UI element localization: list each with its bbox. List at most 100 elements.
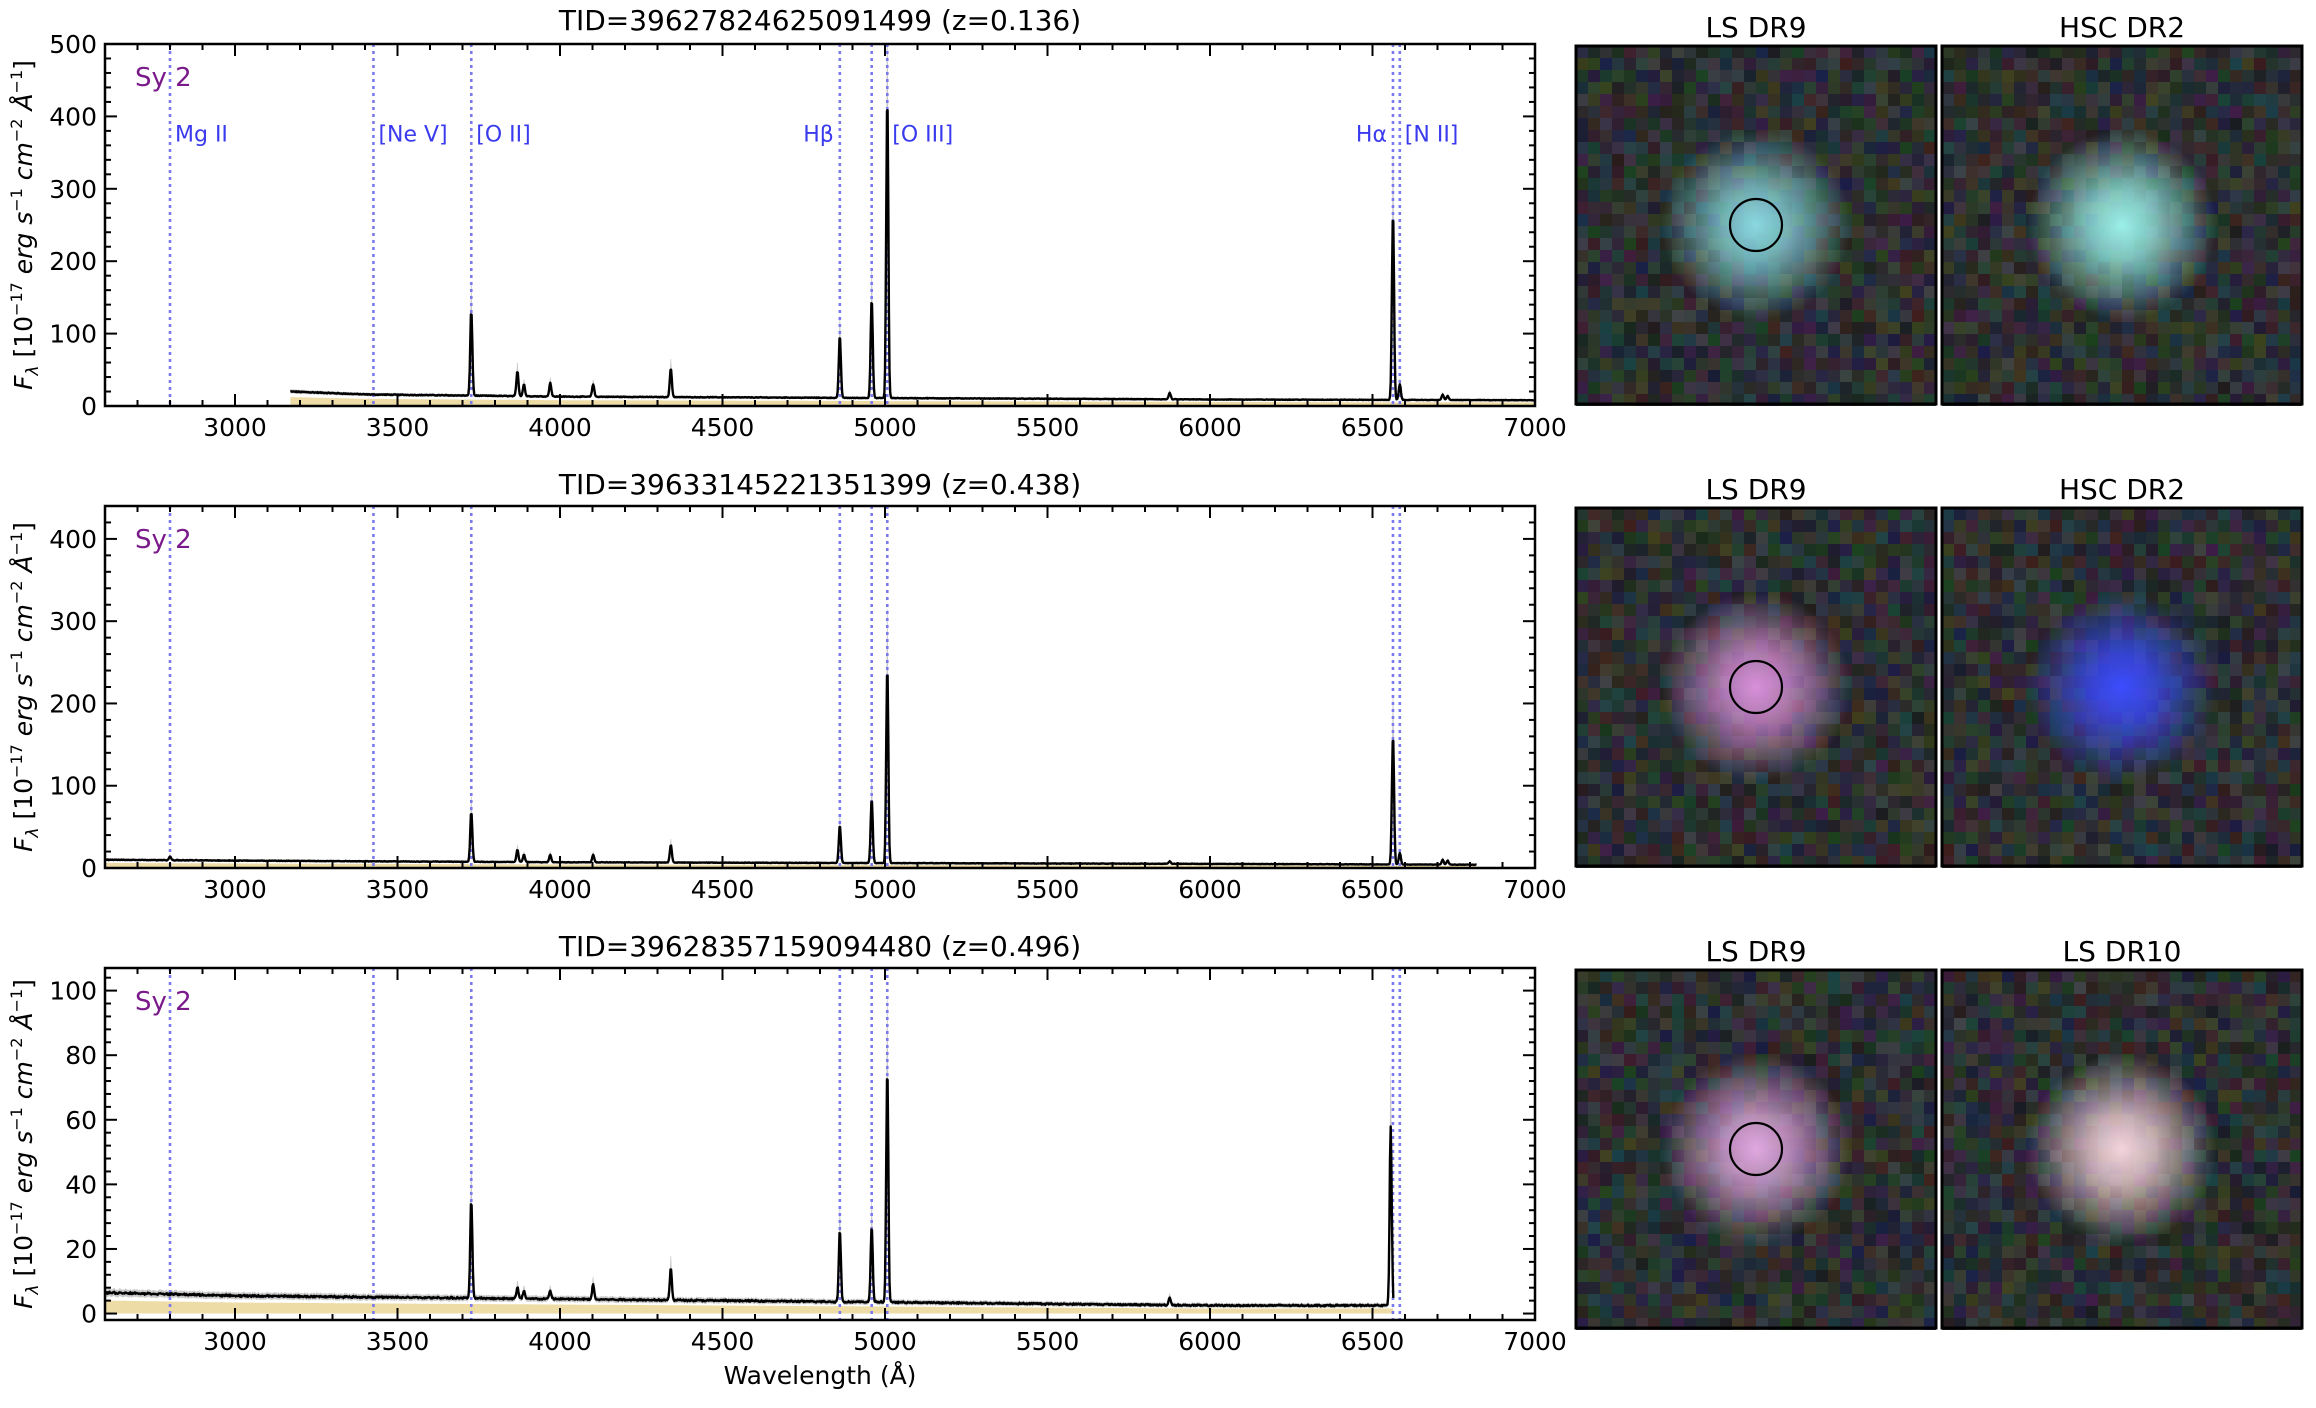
image-cutout-1: LS DR9: [1574, 935, 1938, 1330]
x-tick-label: 3000: [203, 1327, 267, 1356]
x-tick-label: 6500: [1341, 875, 1405, 904]
spectrum-line: [105, 674, 1477, 867]
fiber-aperture-circle: [1728, 659, 1784, 715]
cutout-title: LS DR9: [1705, 11, 1806, 44]
line-label: [Ne V]: [378, 123, 447, 148]
y-axis-label: Fλ [10−17 erg s−1 cm−2 Å−1]: [7, 979, 43, 1309]
cutout-frame: [1940, 506, 2304, 868]
cutout-title: HSC DR2: [2059, 11, 2185, 44]
x-tick-label: 7000: [1503, 1327, 1567, 1356]
cutout-title: HSC DR2: [2059, 473, 2185, 506]
source-glow: [1661, 1054, 1851, 1244]
y-tick-label: 0: [81, 854, 97, 883]
y-tick-label: 500: [49, 30, 97, 59]
line-label: Hβ: [803, 123, 834, 148]
cutout-title: LS DR10: [2063, 935, 2182, 968]
model-band: [105, 1300, 1394, 1314]
source-glow: [2027, 1054, 2217, 1244]
x-tick-label: 6500: [1341, 1327, 1405, 1356]
error-band: [290, 44, 1535, 402]
cutout-frame: [1574, 968, 1938, 1330]
y-tick-label: 400: [49, 102, 97, 131]
y-axis-label: Fλ [10−17 erg s−1 cm−2 Å−1]: [7, 60, 43, 390]
error-band: [105, 998, 1394, 1309]
axes-frame: [103, 504, 1537, 870]
x-tick-label: 4500: [691, 875, 755, 904]
y-tick-label: 20: [65, 1235, 97, 1264]
y-tick-label: 0: [81, 1300, 97, 1329]
cutout-title: LS DR9: [1705, 935, 1806, 968]
line-label: [O III]: [892, 123, 953, 148]
x-tick-label: 7000: [1503, 413, 1567, 442]
x-tick-label: 5000: [853, 875, 917, 904]
x-axis-label: Wavelength (Å): [724, 1361, 917, 1390]
x-tick-label: 5500: [1016, 875, 1080, 904]
x-tick-label: 6000: [1178, 1327, 1242, 1356]
cutout-frame: [1574, 44, 1938, 406]
cutout-frame: [1940, 968, 2304, 1330]
x-tick-label: 5500: [1016, 1327, 1080, 1356]
class-label: Sy 2: [135, 987, 192, 1017]
y-tick-label: 300: [49, 175, 97, 204]
y-tick-label: 200: [49, 247, 97, 276]
y-tick-label: 80: [65, 1041, 97, 1070]
x-tick-label: 3000: [203, 413, 267, 442]
x-tick-label: 6000: [1178, 875, 1242, 904]
x-tick-label: 4000: [528, 413, 592, 442]
x-tick-label: 5000: [853, 1327, 917, 1356]
plot-area: [168, 44, 1535, 406]
plot-area: [105, 968, 1402, 1320]
x-tick-label: 4500: [691, 1327, 755, 1356]
image-cutout-2: LS DR10: [1940, 935, 2304, 1330]
x-tick-label: 6500: [1341, 413, 1405, 442]
source-glow: [1661, 130, 1851, 320]
x-tick-label: 4500: [691, 413, 755, 442]
axes-frame: [103, 42, 1537, 408]
spectrum-line: [105, 1078, 1395, 1308]
x-tick-label: 5500: [1016, 413, 1080, 442]
source-glow: [2027, 130, 2217, 320]
cutout-frame: [1940, 44, 2304, 406]
source-glow: [2027, 592, 2217, 782]
fiber-aperture-circle: [1728, 197, 1784, 253]
x-tick-label: 7000: [1503, 875, 1567, 904]
line-label: [N II]: [1405, 123, 1459, 148]
error-band: [105, 609, 1477, 866]
cutout-pixels: [1942, 46, 2302, 406]
panel-title: TID=39628357159094480 (z=0.496): [558, 930, 1081, 963]
image-cutout-2: HSC DR2: [1940, 473, 2304, 868]
y-axis-label: Fλ [10−17 erg s−1 cm−2 Å−1]: [7, 522, 43, 852]
model-band: [105, 862, 1477, 868]
image-cutout-1: LS DR9: [1574, 11, 1938, 406]
y-tick-label: 100: [49, 320, 97, 349]
x-tick-label: 3500: [366, 875, 430, 904]
x-tick-label: 3500: [366, 1327, 430, 1356]
fiber-aperture-circle: [1728, 1121, 1784, 1177]
x-tick-label: 3000: [203, 875, 267, 904]
x-tick-label: 5000: [853, 413, 917, 442]
cutout-frame: [1574, 506, 1938, 868]
y-tick-label: 100: [49, 772, 97, 801]
source-glow: [1661, 592, 1851, 782]
model-band: [290, 397, 1535, 406]
line-label: Hα: [1356, 123, 1387, 148]
x-tick-label: 3500: [366, 413, 430, 442]
x-tick-label: 6000: [1178, 413, 1242, 442]
y-tick-label: 400: [49, 525, 97, 554]
line-label: [O II]: [476, 123, 530, 148]
class-label: Sy 2: [135, 63, 192, 93]
class-label: Sy 2: [135, 525, 192, 555]
y-tick-label: 0: [81, 392, 97, 421]
y-tick-label: 100: [49, 977, 97, 1006]
spectrum-line: [289, 109, 1535, 402]
y-tick-label: 40: [65, 1170, 97, 1199]
panel-title: TID=39627824625091499 (z=0.136): [558, 4, 1081, 37]
panel-title: TID=39633145221351399 (z=0.438): [558, 468, 1081, 501]
y-tick-label: 300: [49, 607, 97, 636]
spectrum-panel-3: Sy 2 3000 3500 4000 4500 5000 5500 6000 6500 7000…: [7, 930, 1567, 1390]
image-cutout-1: LS DR9: [1574, 473, 1938, 868]
spectrum-panel-1: Mg II [Ne V] [O II] Hβ [O III] Hα [N II] Sy 2 30…: [7, 4, 1567, 442]
plot-area: [105, 506, 1477, 868]
